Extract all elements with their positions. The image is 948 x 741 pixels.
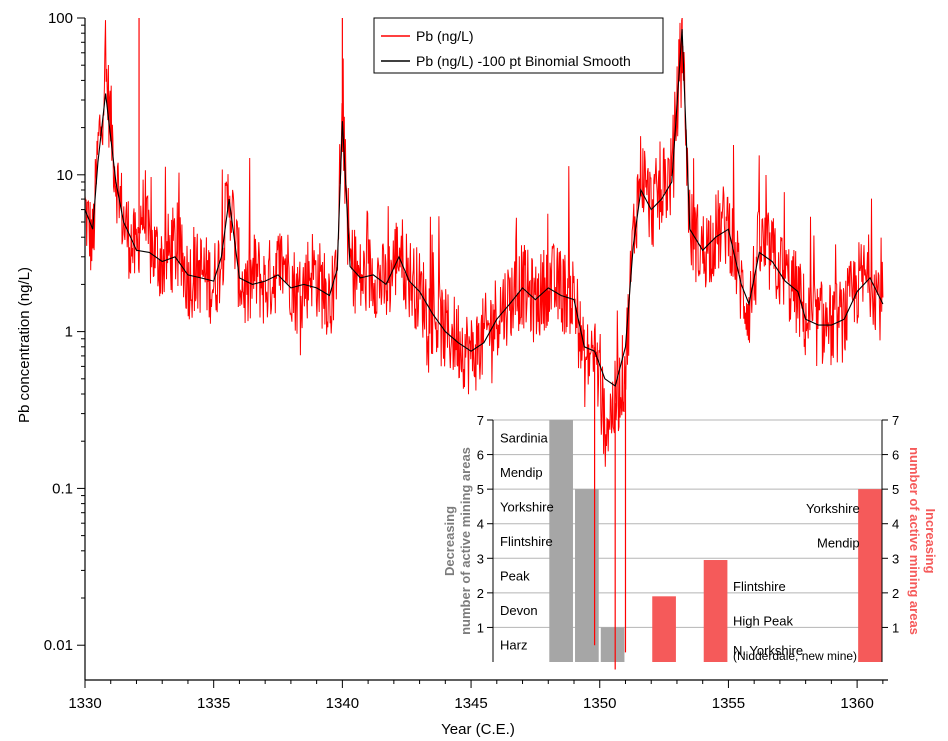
increasing-bar-1: [703, 560, 728, 662]
pb-smooth-series-line: [84, 29, 884, 387]
inset-right-tick-label: 3: [892, 551, 899, 566]
y-tick-label: 10: [56, 167, 73, 184]
increasing-area-label: Mendip: [817, 536, 860, 551]
x-tick-label: 1330: [68, 695, 101, 712]
inset-left-tick-label: 2: [477, 586, 484, 601]
decreasing-area-label: Flintshire: [500, 534, 553, 549]
increasing-area-label: High Peak: [733, 614, 793, 629]
inset-left-tick-label: 1: [477, 620, 484, 635]
inset-left-tick-label: 3: [477, 551, 484, 566]
decreasing-area-label: Sardinia: [500, 430, 548, 445]
inset-right-tick-label: 2: [892, 586, 899, 601]
decreasing-area-label: Peak: [500, 569, 530, 584]
x-tick-label: 1355: [712, 695, 745, 712]
decreasing-area-label: Yorkshire: [500, 499, 554, 514]
axes: 1330 1335 1340 1345 1350 1355 13601001010.10.0…: [44, 10, 888, 712]
increasing-axis-label-line1: Increasing: [923, 508, 938, 573]
series-layer: [84, 18, 884, 670]
legend: Pb (ng/L) Pb (ng/L) -100 pt Binomial Smo…: [373, 17, 664, 74]
pb-raw-series-line: [84, 19, 884, 467]
mining-areas-inset: 1 1 2 2 3 3 4 4 5 5 6 6 7 7 Sardinia Mendip Yorkshire Fli…: [442, 413, 938, 663]
decreasing-bar-0: [549, 420, 573, 662]
x-tick-label: 1345: [454, 695, 487, 712]
inset-right-tick-label: 4: [892, 517, 899, 532]
legend-label-smooth: Pb (ng/L) -100 pt Binomial Smooth: [416, 53, 631, 69]
inset-right-tick-label: 1: [892, 620, 899, 635]
inset-left-tick-label: 5: [477, 482, 484, 497]
increasing-area-label: Yorkshire: [806, 501, 860, 516]
inset-left-tick-label: 4: [477, 517, 484, 532]
increasing-bar-2: [858, 489, 882, 662]
increasing-area-label: N. Yorkshire: [733, 643, 803, 658]
legend-box: [373, 17, 664, 74]
y-tick-label: 0.1: [52, 480, 73, 497]
increasing-axis-label-line2: number of active mining areas: [907, 447, 922, 635]
inset-right-tick-label: 6: [892, 448, 899, 463]
y-tick-label: 100: [48, 10, 73, 27]
increasing-bar-0: [652, 596, 676, 662]
inset-right-tick-label: 7: [892, 413, 899, 428]
decreasing-axis-label-line2: number of active mining areas: [458, 447, 473, 635]
increasing-area-label: Flintshire: [733, 579, 786, 594]
increasing-area-label: (Nidderdale, new mine): [733, 649, 857, 663]
decreasing-area-label: Harz: [500, 638, 527, 653]
inset-left-tick-label: 6: [477, 448, 484, 463]
legend-label-raw: Pb (ng/L): [416, 28, 474, 44]
y-axis-label: Pb concentration (ng/L): [16, 267, 33, 423]
decreasing-area-label: Mendip: [500, 465, 543, 480]
x-tick-label: 1335: [197, 695, 230, 712]
y-tick-label: 0.01: [44, 637, 73, 654]
decreasing-bar-1: [575, 489, 599, 662]
decreasing-area-label: Devon: [500, 603, 538, 618]
inset-left-tick-label: 7: [477, 413, 484, 428]
inset-right-tick-label: 5: [892, 482, 899, 497]
x-tick-label: 1360: [840, 695, 873, 712]
decreasing-axis-label-line1: Decreasing: [442, 506, 457, 576]
x-tick-label: 1340: [326, 695, 359, 712]
y-tick-label: 1: [65, 324, 73, 341]
x-axis-label: Year (C.E.): [441, 721, 515, 738]
x-tick-label: 1350: [583, 695, 616, 712]
decreasing-bar-2: [600, 627, 625, 662]
